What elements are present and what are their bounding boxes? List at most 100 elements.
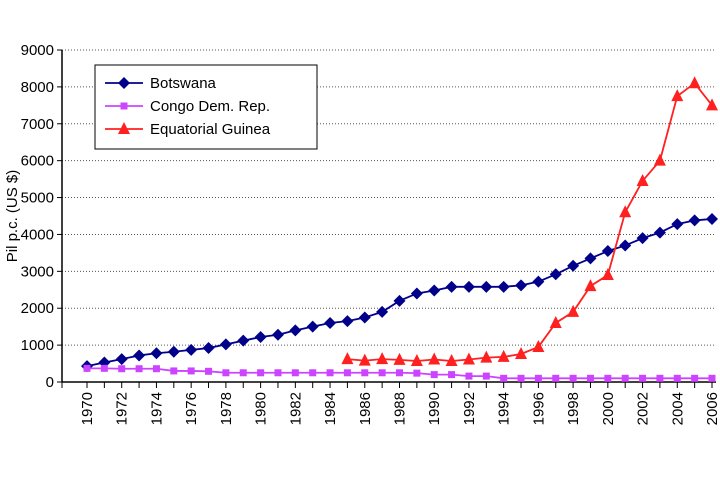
data-point xyxy=(497,349,510,362)
data-point xyxy=(445,280,458,293)
data-point xyxy=(341,315,354,328)
data-point xyxy=(324,316,337,329)
x-tick-label: 1996 xyxy=(530,392,547,425)
y-tick-label: 4000 xyxy=(21,226,54,243)
data-point xyxy=(532,339,545,352)
data-point xyxy=(671,218,684,231)
data-point xyxy=(430,371,438,379)
data-point xyxy=(83,364,91,372)
data-point xyxy=(656,374,664,382)
data-point xyxy=(152,365,160,373)
x-tick-label: 1982 xyxy=(287,392,304,425)
data-point xyxy=(306,320,319,333)
series-line xyxy=(347,81,713,362)
y-tick-label: 9000 xyxy=(21,42,54,59)
data-point xyxy=(706,98,718,111)
data-point xyxy=(480,350,493,363)
data-point xyxy=(708,374,716,382)
data-point xyxy=(549,315,562,328)
legend-marker xyxy=(118,122,130,134)
data-point xyxy=(586,374,594,382)
y-tick-label: 3000 xyxy=(21,263,54,280)
data-point xyxy=(393,294,406,307)
data-point xyxy=(619,239,632,252)
data-point xyxy=(289,324,302,337)
data-point xyxy=(584,279,597,292)
legend: Botswana Congo Dem. Rep. Equatorial Guinea xyxy=(94,64,318,150)
data-point xyxy=(653,153,666,166)
data-point xyxy=(688,76,701,89)
data-point xyxy=(688,214,701,227)
legend-marker xyxy=(118,77,130,89)
x-tick-label: 1974 xyxy=(148,392,165,425)
series-congo-dem-rep xyxy=(83,364,716,382)
data-point xyxy=(358,353,371,366)
data-point xyxy=(170,367,178,375)
data-point xyxy=(636,232,649,245)
data-point xyxy=(410,353,423,366)
data-point xyxy=(462,280,475,293)
data-point xyxy=(480,280,493,293)
data-point xyxy=(584,252,597,265)
y-tick-label: 0 xyxy=(46,374,54,391)
data-point xyxy=(358,311,371,324)
x-tick-label: 2004 xyxy=(669,392,686,425)
x-tick-label: 2000 xyxy=(600,392,617,425)
data-point xyxy=(100,364,108,372)
y-axis-label: Pil p.c. (US $) xyxy=(4,170,21,263)
data-point xyxy=(202,342,215,355)
data-point xyxy=(691,374,699,382)
x-tick-label: 1998 xyxy=(565,392,582,425)
data-point xyxy=(271,328,284,341)
legend-label: Botswana xyxy=(150,75,217,92)
data-point xyxy=(326,369,334,377)
y-tick-label: 8000 xyxy=(21,79,54,96)
data-point xyxy=(636,173,649,186)
data-point xyxy=(222,369,230,377)
data-point xyxy=(497,280,510,293)
x-tick-label: 2006 xyxy=(704,392,720,425)
data-point xyxy=(361,369,369,377)
data-point xyxy=(532,275,545,288)
data-point xyxy=(396,369,403,377)
data-point xyxy=(465,372,473,380)
x-tick-label: 2002 xyxy=(635,392,652,425)
data-point xyxy=(569,374,577,382)
y-tick-label: 5000 xyxy=(21,190,54,207)
x-tick-label: 1978 xyxy=(218,392,235,425)
data-point xyxy=(567,259,580,272)
data-point xyxy=(428,284,441,297)
data-point xyxy=(671,89,684,102)
data-point xyxy=(673,374,681,382)
data-point xyxy=(274,369,282,377)
data-point xyxy=(118,365,126,373)
series-line xyxy=(86,218,713,368)
data-point xyxy=(150,347,163,360)
x-tick-label: 1990 xyxy=(426,392,443,425)
data-point xyxy=(291,369,299,377)
legend-marker xyxy=(120,102,128,110)
data-point xyxy=(309,369,317,377)
legend-label: Congo Dem. Rep. xyxy=(150,98,270,115)
data-point xyxy=(653,226,666,239)
data-point xyxy=(167,345,180,358)
data-point xyxy=(552,374,560,382)
data-point xyxy=(185,343,198,356)
legend-label: Equatorial Guinea xyxy=(150,121,271,138)
data-point xyxy=(254,330,267,343)
data-point xyxy=(413,369,421,377)
data-point xyxy=(619,205,632,218)
series-botswana xyxy=(81,212,718,373)
series-equatorial-guinea xyxy=(341,76,718,366)
data-point xyxy=(428,352,441,365)
data-point xyxy=(257,369,265,377)
data-point xyxy=(517,374,525,382)
data-point xyxy=(706,212,718,225)
data-point xyxy=(135,365,143,373)
data-point xyxy=(621,374,629,382)
y-tick-label: 6000 xyxy=(21,153,54,170)
data-point xyxy=(410,287,423,300)
y-tick-label: 7000 xyxy=(21,116,54,133)
data-point xyxy=(500,374,508,382)
